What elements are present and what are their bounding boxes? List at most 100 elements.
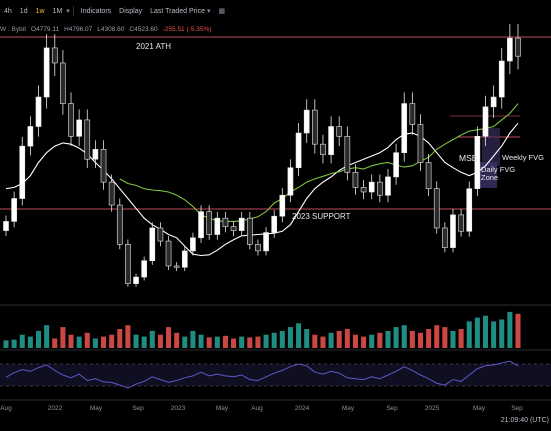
volume-bar xyxy=(279,330,285,348)
candle-body xyxy=(490,96,497,108)
volume-bar xyxy=(271,332,277,348)
time-axis: Aug 2022 May Sep 2023 May Aug 2024 May Sep 2025 May… xyxy=(0,405,523,412)
volume-bar xyxy=(352,334,358,348)
volume-bar xyxy=(60,327,66,348)
timeframe-1d[interactable]: 1d xyxy=(19,7,28,15)
candle-body xyxy=(336,126,343,137)
display-label: Display xyxy=(119,7,143,15)
volume-bar xyxy=(92,338,98,348)
volume-bar xyxy=(214,336,220,348)
candle-body xyxy=(279,194,286,217)
candle-body xyxy=(3,221,9,231)
volume-bar xyxy=(11,339,17,348)
candles xyxy=(3,23,521,287)
candle-body xyxy=(515,37,521,57)
candle-body xyxy=(450,214,456,248)
volume-bar xyxy=(482,315,489,348)
x-tick-label: Aug xyxy=(251,405,263,412)
volume-bar xyxy=(328,332,334,348)
candle-body xyxy=(165,240,172,267)
chart-toolbar: 4h 1d 1w 1M ▾ Indicators Display Last Tr… xyxy=(0,0,551,22)
display-button[interactable]: Display xyxy=(115,8,146,15)
volume-bar xyxy=(157,334,163,348)
symbol-label: W . Bybit xyxy=(0,26,27,33)
indicators-button[interactable]: Indicators xyxy=(77,8,115,15)
candle-body xyxy=(425,162,432,189)
candle-body xyxy=(222,217,229,227)
candle-body xyxy=(68,103,74,137)
rsi-band xyxy=(0,364,551,386)
ma-slow-line xyxy=(5,122,519,257)
timeframe-4h[interactable]: 4h xyxy=(4,7,12,15)
candle-body xyxy=(409,103,416,125)
x-tick-label: May xyxy=(216,405,229,412)
candle-body xyxy=(466,188,473,232)
last-traded-price-select[interactable]: Last Traded Price ▾ xyxy=(146,7,214,16)
x-tick-label: Sep xyxy=(132,405,144,412)
open-value: O4779.11 xyxy=(31,26,60,33)
candle-body xyxy=(173,265,180,268)
candle-body xyxy=(157,227,164,242)
candle-body xyxy=(27,126,34,147)
candle-body xyxy=(19,145,26,199)
candle-body xyxy=(352,172,359,188)
x-tick-label: Sep xyxy=(511,405,523,412)
volume-bar xyxy=(450,330,456,348)
volume-bar xyxy=(174,332,180,348)
volume-bar xyxy=(320,336,326,348)
candle-body xyxy=(11,198,17,222)
volume-bar xyxy=(19,334,25,348)
candle-body xyxy=(442,227,448,248)
x-tick-label: Aug xyxy=(0,405,12,412)
x-tick-label: May xyxy=(342,405,355,412)
candle-body xyxy=(181,250,188,268)
volume-bars xyxy=(3,311,521,348)
chevron-down-icon[interactable]: ▾ xyxy=(66,8,70,15)
volume-bar xyxy=(206,337,212,348)
volume-bar xyxy=(458,329,464,348)
volume-bar xyxy=(344,329,350,348)
volume-bar xyxy=(141,336,147,348)
volume-bar xyxy=(247,337,253,348)
volume-bar xyxy=(182,336,188,348)
volume-bar xyxy=(44,325,50,348)
candle-body xyxy=(393,152,399,178)
moving-averages xyxy=(5,103,519,257)
candle-body xyxy=(255,244,261,252)
volume-bar xyxy=(417,332,423,348)
candle-body xyxy=(51,47,58,64)
candle-body xyxy=(507,37,513,62)
volume-bar xyxy=(101,336,107,348)
volume-bar xyxy=(499,319,505,348)
x-tick-label: Sep xyxy=(386,405,398,412)
candle-body xyxy=(190,237,196,252)
volume-bar xyxy=(466,321,472,348)
volume-bar xyxy=(149,330,155,348)
volume-bar xyxy=(255,336,261,348)
candle-body xyxy=(198,211,204,239)
chart-background xyxy=(0,36,551,401)
settings-button[interactable]: ▦ xyxy=(215,7,230,15)
candle-body xyxy=(214,217,221,235)
volume-bar xyxy=(68,334,74,348)
candle-body xyxy=(320,143,326,155)
volume-bar xyxy=(401,325,407,348)
volume-bar xyxy=(426,329,432,348)
timeframe-1m[interactable]: 1M xyxy=(52,7,63,15)
candle-body xyxy=(474,136,481,189)
volume-bar xyxy=(263,334,269,348)
candle-body xyxy=(149,227,156,262)
candle-body xyxy=(417,124,424,163)
volume-bar xyxy=(312,334,318,348)
volume-bar xyxy=(35,330,42,348)
x-tick-label: May xyxy=(473,405,486,412)
time-readout: 21:09:40 (UTC) xyxy=(500,417,549,424)
candle-body xyxy=(328,126,334,155)
high-value: H4796.07 xyxy=(64,26,93,33)
volume-bar xyxy=(198,334,204,348)
volume-bar xyxy=(361,336,367,348)
volume-bar xyxy=(507,311,513,348)
volume-bar xyxy=(409,330,415,348)
timeframe-1w[interactable]: 1w xyxy=(35,7,45,15)
